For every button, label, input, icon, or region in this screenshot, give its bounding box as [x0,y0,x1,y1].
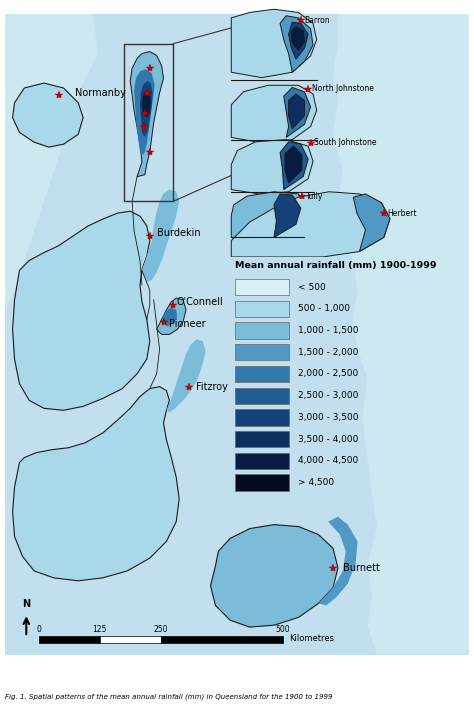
Polygon shape [387,93,416,113]
Polygon shape [407,147,431,162]
Text: < 500: < 500 [299,282,326,291]
Text: Barron: Barron [304,15,330,25]
Bar [235,366,289,382]
Polygon shape [291,27,304,51]
Polygon shape [140,81,153,137]
Text: > 4,500: > 4,500 [299,478,335,487]
Bar [124,44,173,201]
Polygon shape [231,85,317,143]
Polygon shape [134,69,155,155]
Text: Kilometres: Kilometres [289,634,334,643]
Bar [235,431,289,447]
Bar [235,387,289,404]
Text: 1,000 - 1,500: 1,000 - 1,500 [299,326,359,335]
Polygon shape [166,339,206,413]
Text: 3,000 - 3,500: 3,000 - 3,500 [299,413,359,422]
Polygon shape [231,9,317,77]
Polygon shape [319,517,357,605]
Polygon shape [5,14,98,310]
Bar [235,409,289,425]
Bar [235,322,289,339]
Bar [100,636,161,643]
Text: 1,500 - 2,000: 1,500 - 2,000 [299,348,359,357]
Text: South Johnstone: South Johnstone [314,139,377,147]
Polygon shape [280,142,308,189]
Text: 0: 0 [36,625,42,634]
Polygon shape [231,139,313,194]
Polygon shape [5,14,469,655]
Text: Herbert: Herbert [387,209,417,218]
Polygon shape [13,386,179,581]
Text: Burdekin: Burdekin [156,228,200,238]
Polygon shape [231,191,304,241]
Text: Burnett: Burnett [343,563,380,573]
Text: Pioneer: Pioneer [169,318,206,329]
Text: 500 - 1,000: 500 - 1,000 [299,304,350,313]
Bar [235,453,289,469]
Bar [161,636,283,643]
Bar [235,301,289,317]
Text: N: N [22,599,30,610]
Polygon shape [142,189,179,282]
Text: Fig. 1. Spatial patterns of the mean annual rainfall (mm) in Queensland for the : Fig. 1. Spatial patterns of the mean ann… [5,694,332,700]
Text: 250: 250 [153,625,168,634]
Polygon shape [333,14,469,655]
Polygon shape [130,51,164,177]
Polygon shape [13,211,150,410]
Text: Fitzroy: Fitzroy [196,382,228,391]
Text: 4,000 - 4,500: 4,000 - 4,500 [299,456,359,465]
Text: 2,500 - 3,000: 2,500 - 3,000 [299,391,359,400]
Polygon shape [289,23,308,59]
Text: Tully: Tully [306,191,323,201]
Text: 3,500 - 4,000: 3,500 - 4,000 [299,434,359,444]
Polygon shape [289,94,304,129]
Polygon shape [162,308,177,327]
Polygon shape [397,199,416,211]
Polygon shape [285,146,302,183]
Polygon shape [284,87,310,137]
Polygon shape [210,524,338,627]
Text: O'Connell: O'Connell [176,297,223,307]
Bar [235,344,289,360]
Text: Mean annual rainfall (mm) 1900-1999: Mean annual rainfall (mm) 1900-1999 [235,261,437,270]
Text: 125: 125 [92,625,107,634]
Text: 2,000 - 2,500: 2,000 - 2,500 [299,370,359,379]
Polygon shape [13,83,83,147]
Polygon shape [411,251,429,260]
Polygon shape [156,298,186,334]
Polygon shape [274,194,301,237]
Text: 500: 500 [276,625,291,634]
Polygon shape [353,194,390,251]
Text: North Johnstone: North Johnstone [312,84,374,93]
Polygon shape [280,15,313,73]
Polygon shape [142,91,151,118]
Bar [39,636,100,643]
Polygon shape [231,191,390,257]
Bar [235,279,289,295]
Text: Normanby: Normanby [75,88,126,98]
Bar [235,474,289,491]
